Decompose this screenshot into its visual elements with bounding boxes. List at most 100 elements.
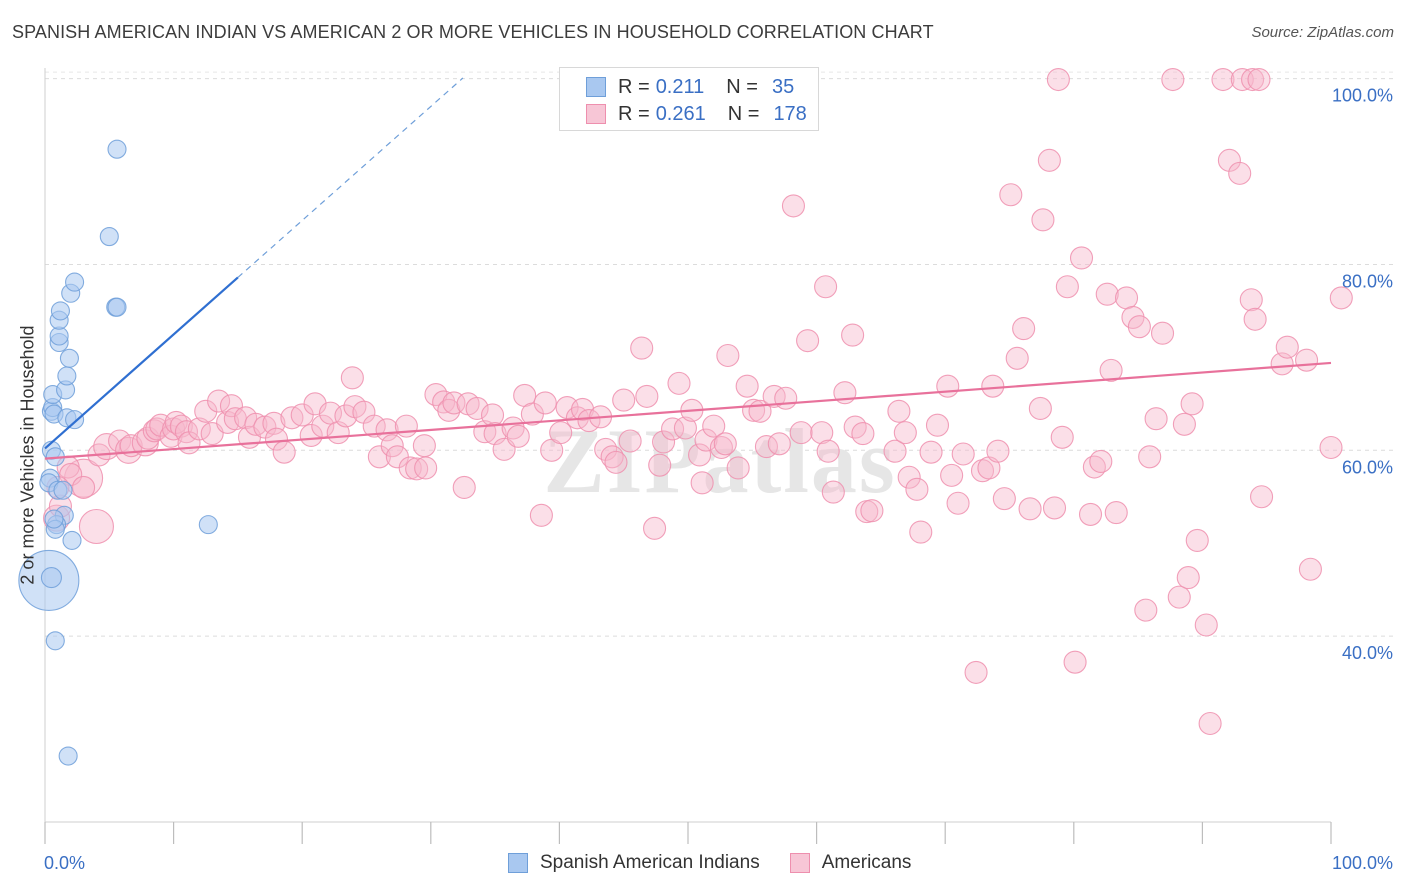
data-point	[40, 567, 62, 589]
data-point	[1031, 208, 1055, 232]
y-tick-label: 60.0%	[1342, 457, 1393, 477]
data-point	[65, 272, 85, 292]
data-point	[1172, 412, 1196, 436]
data-point	[1329, 286, 1353, 310]
data-point	[905, 477, 929, 501]
data-point	[59, 348, 79, 368]
data-point	[529, 503, 553, 527]
data-point	[44, 509, 64, 529]
data-point	[940, 463, 964, 487]
data-point	[909, 520, 933, 544]
data-point	[789, 421, 813, 445]
data-point	[405, 457, 429, 481]
data-point	[194, 399, 218, 423]
data-point	[702, 414, 726, 438]
data-point	[1185, 528, 1209, 552]
n-label: N =	[727, 102, 760, 125]
data-point	[1295, 348, 1319, 372]
data-point	[272, 440, 296, 464]
data-point	[1037, 148, 1061, 172]
data-point	[1228, 161, 1252, 185]
data-point	[667, 371, 691, 395]
data-point	[362, 414, 386, 438]
data-point	[253, 415, 277, 439]
data-point	[412, 434, 436, 458]
americans-points	[43, 67, 1353, 736]
data-point	[767, 432, 791, 456]
data-point	[816, 439, 840, 463]
y-tick-label: 40.0%	[1342, 643, 1393, 663]
n-value: 35	[771, 75, 795, 98]
data-point	[533, 391, 557, 415]
data-point	[897, 465, 921, 489]
data-point	[1095, 282, 1119, 306]
data-point	[107, 139, 127, 159]
x-tick-label: 100.0%	[1332, 853, 1393, 873]
data-point	[643, 516, 667, 540]
data-point	[946, 491, 970, 515]
chart-title: SPANISH AMERICAN INDIAN VS AMERICAN 2 OR…	[12, 22, 934, 42]
data-point	[1134, 598, 1158, 622]
data-point	[1241, 67, 1265, 92]
data-point	[1144, 407, 1168, 431]
data-point	[198, 515, 218, 535]
data-point	[244, 412, 268, 436]
data-point	[1089, 449, 1113, 473]
pink-swatch	[789, 853, 810, 873]
data-point	[893, 421, 917, 445]
data-point	[630, 336, 654, 360]
data-point	[1161, 67, 1185, 92]
data-point	[618, 429, 642, 453]
data-point	[506, 424, 530, 448]
data-point	[72, 475, 96, 500]
data-point	[1028, 396, 1052, 421]
data-point	[107, 297, 127, 317]
data-point	[1018, 497, 1042, 521]
data-point	[774, 386, 798, 410]
stats-row-spanish-american-indians: R = 0.211 N = 35	[586, 76, 794, 98]
data-point	[394, 414, 418, 438]
data-point	[735, 374, 759, 398]
data-point	[694, 428, 718, 452]
data-point	[635, 384, 659, 408]
legend-item-spanish-american-indians: Spanish American Indians	[508, 852, 760, 874]
data-point	[919, 440, 943, 464]
y-axis-label: 2 or more Vehicles in Household	[17, 325, 38, 585]
data-point	[713, 432, 737, 456]
data-point	[58, 746, 78, 766]
data-point	[716, 343, 740, 368]
data-point	[964, 660, 988, 684]
data-point	[970, 459, 995, 483]
data-point	[264, 427, 289, 451]
data-point	[1211, 67, 1235, 92]
data-point	[1298, 557, 1322, 581]
stats-legend: R = 0.211 N = 35 R = 0.261 N = 178	[559, 67, 819, 131]
data-point	[1078, 502, 1103, 526]
data-point	[99, 227, 119, 247]
legend-label: Americans	[821, 852, 912, 873]
data-point	[999, 183, 1023, 207]
spanish-american-indians-points	[18, 139, 218, 766]
data-point	[1180, 392, 1204, 416]
data-point	[1243, 307, 1267, 331]
data-point	[549, 421, 573, 445]
data-point	[65, 410, 85, 430]
data-point	[340, 366, 364, 390]
data-point	[57, 366, 77, 386]
data-point	[187, 417, 211, 441]
r-value: 0.211	[655, 75, 705, 98]
data-point	[726, 456, 750, 480]
data-point	[1167, 585, 1191, 609]
data-point	[1063, 650, 1087, 674]
data-point	[1046, 67, 1070, 92]
data-point	[688, 443, 712, 467]
data-point	[50, 301, 70, 321]
data-point	[1138, 445, 1162, 469]
r-label: R =	[618, 75, 650, 98]
data-point	[78, 508, 114, 545]
data-point	[1042, 496, 1067, 520]
data-point	[1114, 286, 1139, 310]
data-point	[1230, 67, 1254, 92]
legend-label: Spanish American Indians	[540, 852, 760, 873]
data-point	[612, 388, 636, 412]
